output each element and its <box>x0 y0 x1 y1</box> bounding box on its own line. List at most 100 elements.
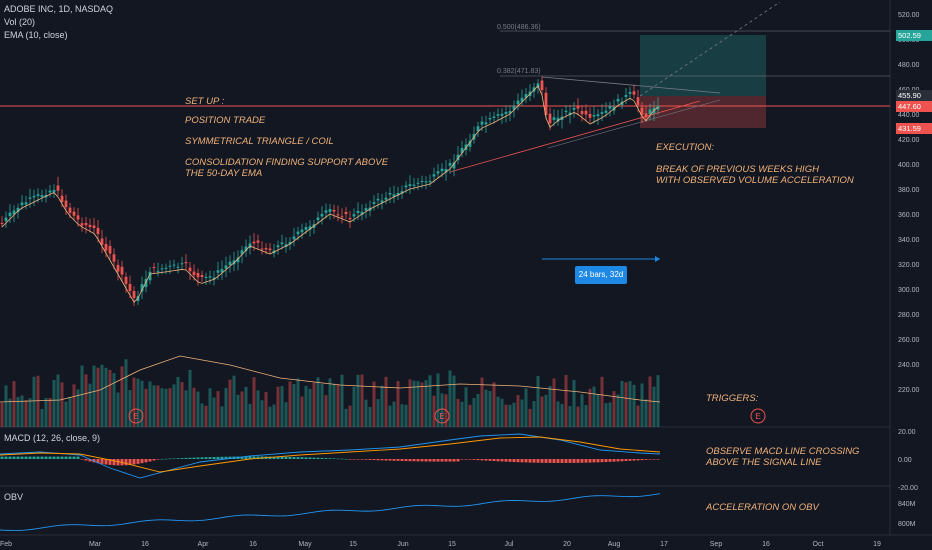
candle-body <box>492 116 496 118</box>
macd-bar <box>100 459 104 464</box>
macd-bar <box>228 456 232 459</box>
macd-bar <box>524 459 528 463</box>
candle-body <box>188 267 192 272</box>
candle-body <box>516 100 520 105</box>
candle-body <box>140 284 144 292</box>
candle-body <box>620 101 624 106</box>
candle-body <box>0 222 4 224</box>
macd-indicator-label[interactable]: MACD (12, 26, close, 9) <box>4 433 101 443</box>
volume-bar <box>416 380 420 427</box>
time-axis-tick: Aug <box>608 541 621 548</box>
macd-bar <box>332 458 336 459</box>
candle-body <box>60 195 64 202</box>
macd-bar <box>48 456 52 459</box>
volume-bar <box>376 399 380 427</box>
volume-bar <box>508 404 512 427</box>
macd-bar <box>256 456 260 459</box>
volume-bar <box>372 381 376 427</box>
macd-bar <box>360 459 364 460</box>
macd-bar <box>164 458 168 460</box>
volume-bar <box>152 385 156 427</box>
volume-bar <box>448 370 452 427</box>
macd-bar <box>280 456 284 459</box>
earnings-marker-text: E <box>133 412 138 421</box>
candle-body <box>384 197 388 200</box>
candle-body <box>428 180 432 183</box>
volume-bar <box>512 402 516 427</box>
volume-bar <box>532 401 536 427</box>
annotation-execution: EXECUTION: <box>656 142 715 153</box>
macd-bar <box>192 457 196 459</box>
volume-bar <box>128 389 132 427</box>
candle-body <box>440 168 444 172</box>
candle-body <box>180 263 184 265</box>
annotation-setup: SET UP : <box>185 96 225 107</box>
candle-body <box>336 214 340 216</box>
macd-bar <box>40 456 44 459</box>
macd-bar <box>572 459 576 463</box>
candle-body <box>52 189 56 193</box>
candle-body <box>292 236 296 240</box>
volume-bar <box>96 367 100 427</box>
macd-bar <box>96 459 100 464</box>
volume-bar <box>440 393 444 427</box>
volume-bar <box>340 374 344 427</box>
candle-body <box>136 296 140 302</box>
macd-bar <box>328 458 332 459</box>
candle-body <box>156 270 160 272</box>
candle-body <box>252 241 256 244</box>
candle-body <box>88 224 92 228</box>
candle-body <box>636 97 640 105</box>
macd-bar <box>244 456 248 459</box>
price-tag: 502.59 <box>896 30 932 41</box>
signal-line <box>0 436 661 473</box>
measure-label[interactable]: 24 bars, 32d <box>575 266 627 284</box>
macd-bar <box>12 456 16 459</box>
candle-body <box>308 226 312 230</box>
candle-body <box>144 278 148 288</box>
macd-bar <box>276 456 280 459</box>
macd-bar <box>172 458 176 460</box>
macd-bar <box>212 456 216 459</box>
macd-bar <box>592 459 596 463</box>
volume-indicator-label[interactable]: Vol (20) <box>4 17 36 27</box>
annotation-pattern: SYMMETRICAL TRIANGLE / COIL <box>185 136 334 147</box>
volume-bar <box>316 377 320 427</box>
obv-indicator-label[interactable]: OBV <box>4 492 24 502</box>
candle-body <box>356 210 360 214</box>
candle-body <box>436 171 440 174</box>
volume-bar <box>116 392 120 427</box>
candles-group <box>0 76 660 307</box>
triangle-lower <box>449 100 701 173</box>
macd-bar <box>68 456 72 459</box>
time-axis-tick: 20 <box>563 541 571 548</box>
macd-bar <box>176 458 180 459</box>
measure-arrowhead <box>655 256 660 262</box>
symbol-title[interactable]: ADOBE INC, 1D, NASDAQ <box>4 4 114 14</box>
candle-body <box>104 243 108 251</box>
macd-bar <box>24 456 28 459</box>
macd-bar <box>508 459 512 462</box>
price-axis-tick: 320.00 <box>898 262 920 269</box>
volume-bar <box>280 386 284 427</box>
macd-bar <box>224 456 228 459</box>
volume-bar <box>592 386 596 427</box>
volume-bar <box>300 396 304 427</box>
candle-body <box>4 217 8 222</box>
macd-bar <box>208 457 212 459</box>
candle-body <box>576 106 580 109</box>
candle-body <box>164 267 168 269</box>
macd-bar <box>76 456 80 459</box>
volume-bar <box>380 385 384 427</box>
ema-indicator-label[interactable]: EMA (10, close) <box>4 30 68 40</box>
macd-bar <box>140 459 144 464</box>
candle-body <box>296 231 300 235</box>
macd-bar <box>540 459 544 463</box>
time-axis-tick: Mar <box>89 541 102 548</box>
macd-bar <box>320 457 324 459</box>
volume-bar <box>224 387 228 427</box>
candle-body <box>184 262 188 264</box>
macd-bar <box>316 457 320 459</box>
